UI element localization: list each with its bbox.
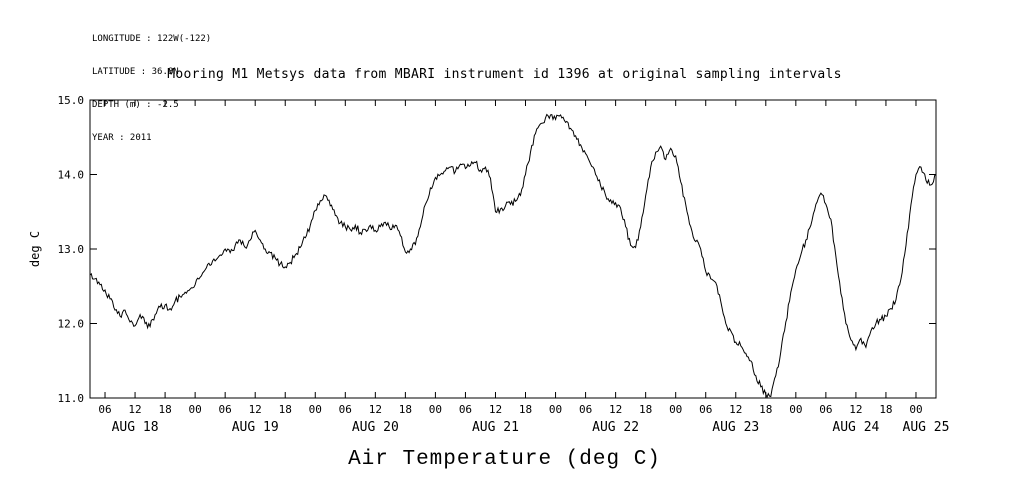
svg-text:15.0: 15.0 — [58, 94, 85, 107]
svg-text:AUG 22: AUG 22 — [592, 420, 639, 435]
svg-text:12: 12 — [369, 403, 382, 416]
svg-text:12.0: 12.0 — [58, 318, 85, 331]
metadata-latitude: LATITUDE : 36.8N — [92, 67, 179, 77]
svg-text:06: 06 — [339, 403, 352, 416]
svg-text:18: 18 — [879, 403, 892, 416]
svg-text:00: 00 — [429, 403, 442, 416]
svg-text:12: 12 — [729, 403, 742, 416]
svg-text:06: 06 — [98, 403, 111, 416]
svg-text:AUG 23: AUG 23 — [712, 420, 759, 435]
svg-text:00: 00 — [549, 403, 562, 416]
svg-text:AUG 21: AUG 21 — [472, 420, 519, 435]
chart-title: Mooring M1 Metsys data from MBARI instru… — [167, 67, 842, 82]
svg-text:00: 00 — [188, 403, 201, 416]
svg-text:AUG 24: AUG 24 — [832, 420, 879, 435]
svg-text:18: 18 — [639, 403, 652, 416]
svg-text:06: 06 — [819, 403, 832, 416]
svg-text:06: 06 — [459, 403, 472, 416]
svg-text:AUG 18: AUG 18 — [112, 420, 159, 435]
svg-text:00: 00 — [669, 403, 682, 416]
svg-text:18: 18 — [279, 403, 292, 416]
metadata-year: YEAR : 2011 — [92, 133, 152, 143]
svg-text:12: 12 — [849, 403, 862, 416]
svg-text:12: 12 — [249, 403, 262, 416]
svg-text:AUG 20: AUG 20 — [352, 420, 399, 435]
svg-text:14.0: 14.0 — [58, 169, 85, 182]
svg-text:06: 06 — [579, 403, 592, 416]
svg-text:18: 18 — [399, 403, 412, 416]
svg-text:06: 06 — [219, 403, 232, 416]
svg-text:00: 00 — [789, 403, 802, 416]
svg-text:00: 00 — [909, 403, 922, 416]
svg-text:13.0: 13.0 — [58, 243, 85, 256]
svg-text:18: 18 — [519, 403, 532, 416]
x-axis-title: Air Temperature (deg C) — [348, 448, 661, 471]
svg-text:12: 12 — [489, 403, 502, 416]
svg-text:18: 18 — [158, 403, 171, 416]
metadata-depth: DEPTH (m) : -2.5 — [92, 100, 179, 110]
svg-text:AUG 25: AUG 25 — [903, 420, 950, 435]
y-axis-label: deg C — [28, 230, 42, 268]
svg-text:12: 12 — [128, 403, 141, 416]
svg-text:12: 12 — [609, 403, 622, 416]
svg-text:00: 00 — [309, 403, 322, 416]
svg-text:18: 18 — [759, 403, 772, 416]
svg-text:06: 06 — [699, 403, 712, 416]
metadata-longitude: LONGITUDE : 122W(-122) — [92, 34, 212, 44]
metadata-block: LONGITUDE : 122W(-122) LATITUDE : 36.8N … — [92, 12, 211, 166]
svg-text:AUG 19: AUG 19 — [232, 420, 279, 435]
svg-text:11.0: 11.0 — [58, 392, 85, 405]
